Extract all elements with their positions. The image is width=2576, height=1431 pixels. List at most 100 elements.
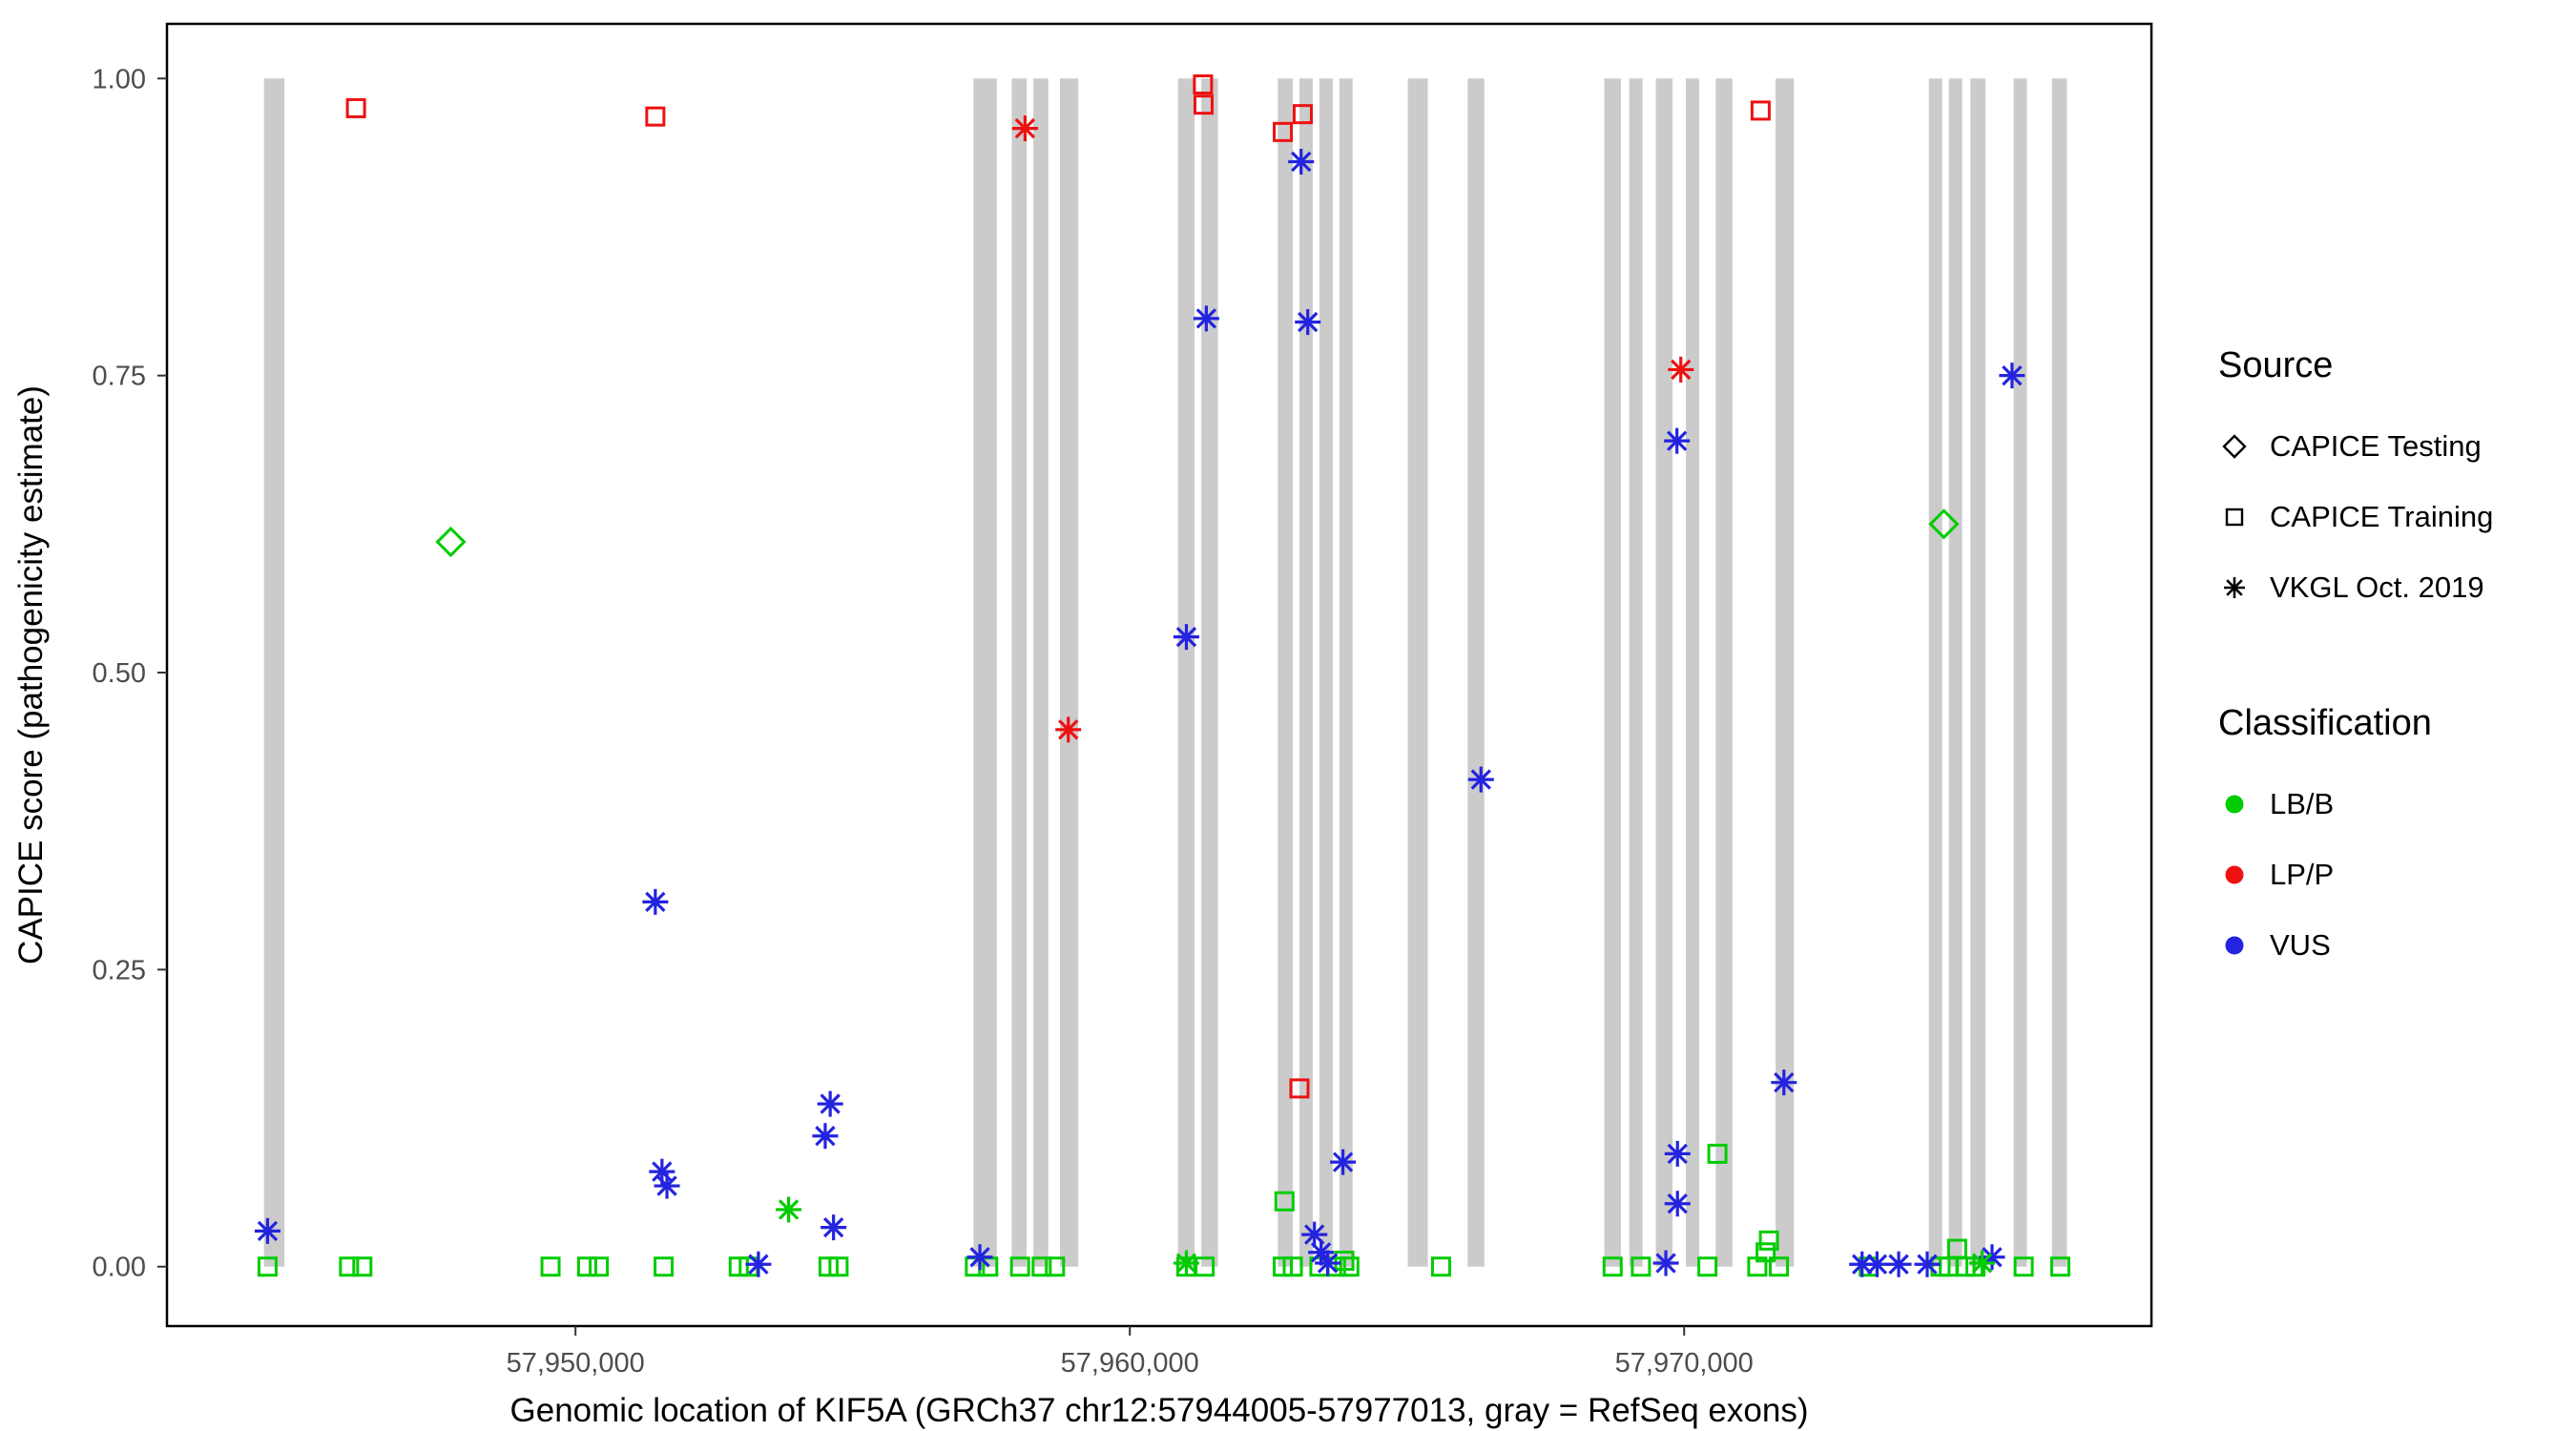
data-point-asterisk: [815, 1126, 836, 1147]
data-point-square: [1750, 100, 1771, 121]
data-point-square: [1195, 1256, 1215, 1277]
exon-bar: [1685, 78, 1699, 1267]
data-point-square: [1193, 94, 1214, 115]
data-point-square: [1274, 1191, 1295, 1212]
y-tick-label: 0.75: [93, 362, 146, 392]
data-point-asterisk: [1888, 1254, 1909, 1275]
data-point-square: [339, 1256, 360, 1277]
panel-border: [165, 22, 2153, 1328]
data-point-asterisk: [1667, 1193, 1688, 1214]
data-point-asterisk: [969, 1247, 990, 1268]
exon-bar: [1467, 78, 1485, 1267]
data-point-square: [828, 1256, 849, 1277]
data-point-square: [576, 1256, 597, 1277]
data-point-diamond: [435, 526, 467, 558]
data-point-square: [1009, 1256, 1030, 1277]
exon-bar: [1776, 78, 1795, 1267]
data-point-asterisk: [1310, 1242, 1332, 1263]
exon-bar: [1339, 78, 1353, 1267]
data-point-asterisk: [2002, 364, 2023, 386]
x-axis-title: Genomic location of KIF5A (GRCh37 chr12:…: [510, 1392, 1809, 1429]
legend-item-vkgl: VKGL Oct. 2019: [2218, 552, 2493, 623]
data-point-asterisk: [645, 891, 666, 913]
data-point-asterisk: [1774, 1072, 1795, 1093]
data-point-asterisk: [1317, 1253, 1339, 1274]
data-point-asterisk: [778, 1199, 800, 1220]
data-point-square: [1193, 74, 1214, 95]
exon-bar: [1407, 78, 1428, 1267]
blue-dot-icon: [2225, 936, 2244, 955]
data-point-asterisk: [1175, 1253, 1197, 1274]
data-point-square: [1430, 1256, 1451, 1277]
data-point-asterisk: [1332, 1151, 1354, 1172]
data-point-asterisk: [1655, 1253, 1676, 1274]
data-point-asterisk: [1667, 1143, 1688, 1165]
exon-bar: [1604, 78, 1621, 1267]
exon-bar: [1629, 78, 1643, 1267]
y-tick-label: 0.50: [93, 658, 146, 689]
y-tick-label: 0.00: [93, 1253, 146, 1283]
data-point-asterisk: [1852, 1254, 1873, 1275]
data-point-asterisk: [1175, 626, 1197, 648]
data-point-asterisk: [1866, 1254, 1888, 1275]
exon-bar: [1201, 78, 1218, 1267]
exon-bar: [1278, 78, 1294, 1267]
data-point-asterisk: [652, 1161, 673, 1182]
legend-label-capice-training: CAPICE Training: [2270, 500, 2494, 533]
exon-bar: [1948, 78, 1963, 1267]
data-point-asterisk: [1058, 719, 1079, 740]
data-point-asterisk: [1917, 1254, 1938, 1275]
y-tick-label: 1.00: [93, 64, 146, 94]
data-point-asterisk: [1671, 359, 1692, 381]
legend-source-title: Source: [2218, 345, 2334, 385]
legend-group-source: Source CAPICE Testing CAPICE Training: [2218, 345, 2493, 623]
exon-bar: [1011, 78, 1028, 1267]
exon-bar: [263, 78, 285, 1267]
exon-bar: [1715, 78, 1733, 1267]
red-dot-icon: [2225, 865, 2244, 884]
data-point-diamond: [1928, 508, 1960, 540]
exon-bar: [1060, 78, 1079, 1267]
data-point-asterisk: [1304, 1224, 1325, 1245]
asterisk-icon: [2224, 577, 2245, 598]
data-point-square: [2013, 1256, 2034, 1277]
legend-item-lpp: LP/P: [2218, 840, 2493, 910]
data-point-square: [589, 1256, 610, 1277]
data-point-asterisk: [656, 1175, 677, 1196]
data-point-square: [345, 97, 366, 118]
green-dot-icon: [2225, 795, 2244, 814]
data-point-asterisk: [748, 1254, 769, 1275]
data-point-square: [1631, 1256, 1652, 1277]
y-tick-label: 0.25: [93, 955, 146, 985]
data-point-square: [1707, 1143, 1728, 1164]
data-point-square: [654, 1256, 675, 1277]
data-point-square: [1273, 121, 1294, 142]
exon-bar: [1655, 78, 1673, 1267]
data-point-asterisk: [1195, 308, 1217, 329]
data-point-asterisk: [1666, 430, 1688, 451]
data-point-square: [1334, 1251, 1355, 1272]
data-point-asterisk: [1298, 311, 1319, 333]
data-point-square: [1292, 104, 1313, 125]
data-point-asterisk: [1014, 117, 1036, 139]
legend-label-vkgl: VKGL Oct. 2019: [2270, 570, 2484, 604]
legend-item-lbb: LB/B: [2218, 769, 2493, 840]
data-point-asterisk: [1470, 769, 1491, 790]
legend-label-lbb: LB/B: [2270, 787, 2335, 820]
legend-item-capice-training: CAPICE Training: [2218, 482, 2493, 552]
data-point-square: [540, 1256, 561, 1277]
data-point-square: [1697, 1256, 1718, 1277]
data-point-square: [352, 1256, 373, 1277]
legend-item-vus: VUS: [2218, 910, 2493, 981]
data-point-asterisk: [257, 1220, 279, 1242]
exon-bar: [1033, 78, 1049, 1267]
data-point-asterisk: [822, 1216, 844, 1238]
data-point-square: [1755, 1242, 1776, 1263]
exon-bar: [1177, 78, 1195, 1267]
data-point-square: [1031, 1256, 1052, 1277]
data-point-square: [1339, 1256, 1360, 1277]
x-tick-label: 57,950,000: [507, 1348, 645, 1379]
exon-bar: [2013, 78, 2027, 1267]
exon-bar: [2051, 78, 2067, 1267]
